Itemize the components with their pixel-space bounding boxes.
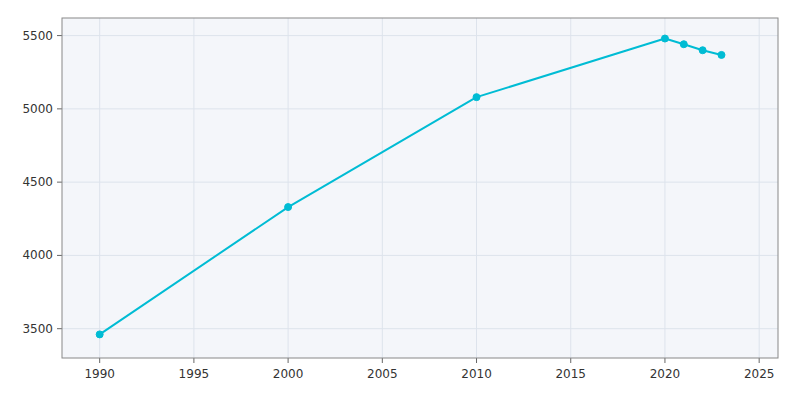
tick-y (57, 35, 62, 36)
point (473, 94, 480, 101)
grid-line-y (62, 182, 778, 183)
tick-label-x: 2015 (555, 367, 586, 381)
grid-line-x (382, 18, 383, 358)
point (699, 47, 706, 54)
grid-line-x (193, 18, 194, 358)
tick-label-y: 5500 (22, 29, 53, 43)
point (285, 204, 292, 211)
axes: 1990 1995 2000 2005 2010 2015 2020 2025 3500 4000… (22, 29, 774, 381)
grid-line-x (99, 18, 100, 358)
point (680, 41, 687, 48)
chart-container: 1990 1995 2000 2005 2010 2015 2020 2025 3500 4000… (0, 0, 800, 400)
tick-x (759, 358, 760, 363)
tick-label-y: 4500 (22, 175, 53, 189)
tick-label-y: 5000 (22, 102, 53, 116)
tick-x (288, 358, 289, 363)
series (96, 35, 725, 338)
chart: 1990 1995 2000 2005 2010 2015 2020 2025 3500 4000… (0, 0, 800, 400)
grid-line-y (62, 35, 778, 36)
point (718, 51, 725, 58)
tick-x (570, 358, 571, 363)
grid-line-y (62, 328, 778, 329)
grid-line-y (62, 108, 778, 109)
tick-label-x: 1990 (84, 367, 115, 381)
grid-line-x (759, 18, 760, 358)
tick-label-x: 2020 (650, 367, 681, 381)
tick-y (57, 182, 62, 183)
tick-y (57, 328, 62, 329)
plot-frame (62, 18, 778, 358)
grid-line-x (664, 18, 665, 358)
tick-label-y: 3500 (22, 322, 53, 336)
tick-x (99, 358, 100, 363)
plot-area (62, 18, 778, 358)
grid-line-x (288, 18, 289, 358)
grid-line-y (62, 255, 778, 256)
tick-x (664, 358, 665, 363)
tick-label-y: 4000 (22, 248, 53, 262)
tick-label-x: 1995 (179, 367, 210, 381)
tick-y (57, 108, 62, 109)
tick-x (382, 358, 383, 363)
tick-label-x: 2010 (461, 367, 492, 381)
tick-label-x: 2000 (273, 367, 304, 381)
grid (62, 18, 778, 358)
grid-line-x (570, 18, 571, 358)
point (96, 331, 103, 338)
point (661, 35, 668, 42)
tick-x (476, 358, 477, 363)
line (100, 39, 722, 335)
tick-x (193, 358, 194, 363)
tick-label-x: 2005 (367, 367, 398, 381)
tick-y (57, 255, 62, 256)
tick-label-x: 2025 (744, 367, 775, 381)
grid-line-x (476, 18, 477, 358)
